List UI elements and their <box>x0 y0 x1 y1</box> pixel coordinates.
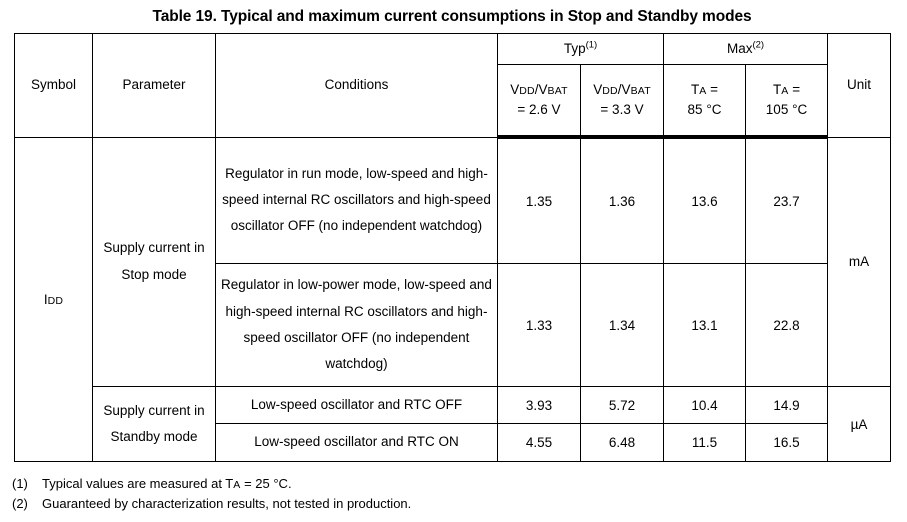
value-typ-26v: 4.55 <box>497 423 581 462</box>
value-max-85c: 10.4 <box>663 386 747 424</box>
value-max-105c: 16.5 <box>745 423 829 462</box>
max-group-label: Max <box>726 41 753 57</box>
column-header-typ-group: Typ(1) <box>496 33 665 65</box>
column-header-typ-33v: VDD/VBAT = 3.3 V <box>579 64 665 139</box>
table-row: Low-speed oscillator and RTC ON 4.55 6.4… <box>15 423 891 462</box>
column-header-unit: Unit <box>827 33 892 138</box>
typ-group-label: Typ <box>563 41 586 57</box>
value-typ-26v: 1.35 <box>497 136 581 264</box>
conditions-standby-rtc-on: Low-speed oscillator and RTC ON <box>215 423 498 462</box>
footnote-2-text: Guaranteed by characterization results, … <box>42 495 412 511</box>
value-typ-33v: 1.34 <box>579 263 665 387</box>
column-header-typ-26v: VDD/VBAT = 2.6 V <box>497 64 581 139</box>
typ-26v-line1: VDD/VBAT <box>510 82 568 98</box>
value-typ-33v: 1.36 <box>579 136 665 264</box>
header-row-subcolumns: VDD/VBAT = 2.6 V VDD/VBAT = 3.3 V TA = 8… <box>15 64 891 139</box>
typ-33v-line1: VDD/VBAT <box>593 82 651 98</box>
table-container: Symbol Parameter Conditions Typ(1) Max(2… <box>14 33 892 462</box>
unit-standby-mode: µA <box>827 386 892 462</box>
column-header-max-85c: TA = 85 °C <box>663 64 747 139</box>
footnote-2-marker: (2) <box>12 495 28 511</box>
column-header-parameter: Parameter <box>92 33 216 138</box>
parameter-supply-current-stop: Supply current in Stop mode <box>92 136 216 387</box>
table-row: Supply current in Standby mode Low-speed… <box>15 386 892 462</box>
column-header-conditions: Conditions <box>215 33 498 138</box>
column-header-symbol: Symbol <box>14 33 93 138</box>
parameter-supply-current-standby: Supply current in Standby mode <box>92 386 216 462</box>
column-header-max-group: Max(2) <box>663 33 829 65</box>
value-typ-33v: 6.48 <box>579 423 665 462</box>
max-105c-line1: TA = <box>772 82 801 98</box>
conditions-stop-run-mode: Regulator in run mode, low-speed and hig… <box>215 136 498 264</box>
unit-stop-mode: mA <box>827 136 892 387</box>
conditions-standby-rtc-off: Low-speed oscillator and RTC OFF <box>215 386 498 424</box>
typ-group-footnote-ref: (1) <box>585 39 598 51</box>
page-title: Table 19. Typical and maximum current co… <box>152 8 752 25</box>
value-max-105c: 14.9 <box>745 386 829 424</box>
footnote-1: (1) Typical values are measured at TA = … <box>12 474 892 494</box>
max-105c-line2: 105 °C <box>765 102 808 117</box>
typ-26v-line2: = 2.6 V <box>517 102 561 117</box>
value-max-85c: 13.1 <box>663 263 747 387</box>
conditions-stop-low-power-mode: Regulator in low-power mode, low-speed a… <box>215 263 498 387</box>
footnote-1-text: Typical values are measured at TA = 25 °… <box>42 476 292 491</box>
max-85c-line1: TA = <box>690 82 719 98</box>
max-85c-line2: 85 °C <box>687 102 722 117</box>
value-max-105c: 22.8 <box>745 263 829 387</box>
current-consumption-table: Symbol Parameter Conditions Typ(1) Max(2… <box>14 33 892 462</box>
table-row: Regulator in low-power mode, low-speed a… <box>15 263 891 387</box>
value-max-85c: 11.5 <box>663 423 747 462</box>
value-max-85c: 13.6 <box>663 136 747 264</box>
max-group-footnote-ref: (2) <box>752 39 765 51</box>
footnote-1-marker: (1) <box>12 476 28 491</box>
column-header-max-105c: TA = 105 °C <box>745 64 829 139</box>
value-typ-26v: 3.93 <box>497 386 581 424</box>
footnotes: (1) Typical values are measured at TA = … <box>12 474 892 514</box>
header-row-groups: Symbol Parameter Conditions Typ(1) Max(2… <box>14 33 892 138</box>
value-typ-33v: 5.72 <box>579 386 665 424</box>
table-row: IDD Supply current in Stop mode Regulato… <box>14 136 892 462</box>
value-max-105c: 23.7 <box>745 136 829 264</box>
footnote-2: (2) Guaranteed by characterization resul… <box>12 494 892 514</box>
symbol-idd: IDD <box>14 136 93 462</box>
value-typ-26v: 1.33 <box>497 263 581 387</box>
typ-33v-line2: = 3.3 V <box>600 102 644 117</box>
